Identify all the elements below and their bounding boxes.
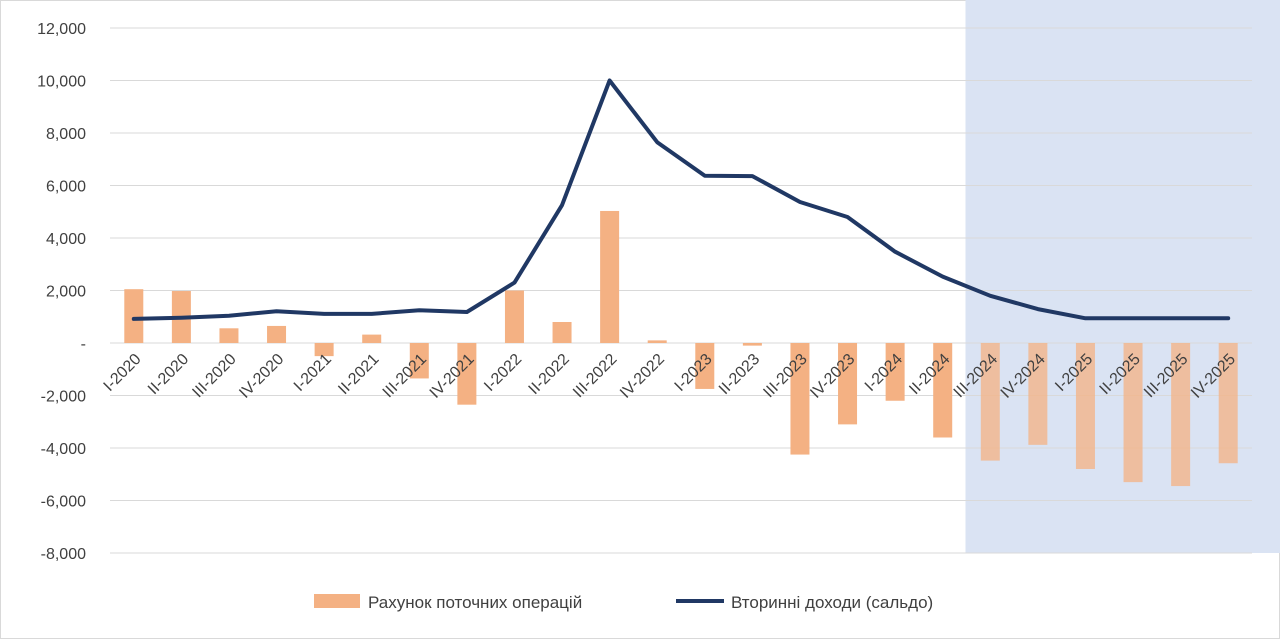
line-secondary-income xyxy=(131,78,1231,321)
bar-III-2025 xyxy=(1171,343,1191,487)
bar-II-2023 xyxy=(742,343,762,346)
bar-I-2021 xyxy=(314,343,334,357)
y-tick-label: 8,000 xyxy=(46,126,86,143)
bar-IV-2023 xyxy=(838,343,858,425)
bar-III-2023 xyxy=(790,343,810,455)
bar-III-2024 xyxy=(980,343,1000,461)
y-tick-label: -6,000 xyxy=(41,494,86,511)
y-tick-label: -4,000 xyxy=(41,441,86,458)
bar-IV-2025 xyxy=(1218,343,1238,464)
bar-II-2021 xyxy=(362,334,382,343)
bar-II-2024 xyxy=(933,343,953,438)
y-tick-label: 2,000 xyxy=(46,284,86,301)
bar-II-2022 xyxy=(552,322,572,343)
bar-I-2022 xyxy=(504,290,524,343)
bar-III-2021 xyxy=(409,343,429,379)
y-tick-label: 12,000 xyxy=(37,21,86,38)
bar-III-2022 xyxy=(600,210,620,343)
legend-label-secondary-income: Вторинні доходи (сальдо) xyxy=(731,593,933,612)
bar-I-2024 xyxy=(885,343,905,401)
legend: Рахунок поточних операцій Вторинні доход… xyxy=(314,593,933,612)
y-tick-label: -8,000 xyxy=(41,546,86,563)
legend-label-current-account: Рахунок поточних операцій xyxy=(368,593,582,612)
bar-I-2025 xyxy=(1075,343,1095,469)
y-tick-label: -2,000 xyxy=(41,389,86,406)
y-tick-label: 10,000 xyxy=(37,74,86,91)
y-tick-label: 6,000 xyxy=(46,179,86,196)
y-tick-label: 4,000 xyxy=(46,231,86,248)
bar-III-2020 xyxy=(219,328,239,343)
bar-IV-2024 xyxy=(1028,343,1048,445)
legend-swatch-bars xyxy=(314,594,360,608)
bar-IV-2021 xyxy=(457,343,477,405)
bar-I-2020 xyxy=(124,289,144,343)
bar-IV-2022 xyxy=(647,340,667,343)
bar-II-2025 xyxy=(1123,343,1143,483)
bar-IV-2020 xyxy=(267,325,287,343)
bar-I-2023 xyxy=(695,343,715,389)
forecast-region xyxy=(965,0,1280,553)
y-tick-label: - xyxy=(81,336,86,353)
